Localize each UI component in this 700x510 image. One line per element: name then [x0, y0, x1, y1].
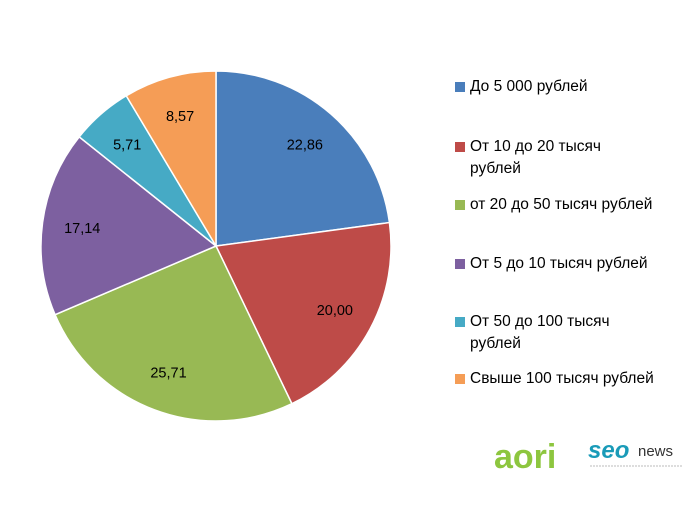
legend-label: От 5 до 10 тысяч рублей [470, 253, 648, 275]
pie-slice-5 [125, 70, 217, 249]
legend-item: От 5 до 10 тысяч рублей [455, 253, 695, 275]
legend-label: От 50 до 100 тысяч рублей [470, 311, 610, 355]
slice-value-label-3: 17,14 [64, 221, 100, 237]
legend-swatch [455, 142, 465, 152]
legend-label: До 5 000 рублей [470, 76, 588, 98]
legend-item: От 10 до 20 тысяч рублей [455, 136, 695, 180]
legend-label-line: От 10 до 20 тысяч [470, 138, 601, 155]
aori-seonews-logo: aori seo news [494, 437, 682, 476]
slice-value-label-1: 20,00 [317, 303, 353, 319]
legend-item: От 50 до 100 тысяч рублей [455, 311, 695, 355]
slice-value-label-5: 8,57 [166, 109, 194, 125]
legend-swatch [455, 317, 465, 327]
news-logo-text: news [638, 443, 673, 460]
legend-label-line: До 5 000 рублей [470, 78, 588, 95]
pie-slice-0 [215, 70, 391, 247]
legend-label-line: рублей [470, 335, 521, 352]
legend-swatch [455, 82, 465, 92]
pie-value-labels: 22,86 20,00 25,71 17,14 5,71 8,57 [64, 109, 353, 382]
legend-label-line: От 5 до 10 тысяч рублей [470, 255, 648, 272]
legend-label-line: от 20 до 50 тысяч рублей [470, 196, 653, 213]
legend-label: От 10 до 20 тысяч рублей [470, 136, 601, 180]
legend-item: До 5 000 рублей [455, 76, 695, 98]
pie-slice-1 [214, 221, 392, 405]
legend-label: от 20 до 50 тысяч рублей [470, 194, 652, 216]
pie-slice-3 [40, 135, 218, 316]
seonews-logo: seo news [588, 437, 682, 467]
legend-label: Свыше 100 тысяч рублей [470, 368, 654, 390]
slice-value-label-2: 25,71 [150, 365, 186, 381]
legend-item: Свыше 100 тысяч рублей [455, 368, 695, 390]
legend-swatch [455, 259, 465, 269]
legend-label-line: рублей [470, 160, 521, 177]
legend-label-line: Свыше 100 тысяч рублей [470, 370, 654, 387]
legend-item: от 20 до 50 тысяч рублей [455, 194, 695, 216]
slice-value-label-4: 5,71 [113, 137, 141, 153]
legend-swatch [455, 200, 465, 210]
seo-logo-text: seo [588, 437, 629, 464]
slice-value-label-0: 22,86 [287, 137, 323, 153]
pie-slices [40, 70, 392, 422]
aori-logo: aori [494, 438, 556, 476]
legend-swatch [455, 374, 465, 384]
legend-label-line: От 50 до 100 тысяч [470, 313, 610, 330]
aori-logo-text: aori [494, 438, 556, 476]
